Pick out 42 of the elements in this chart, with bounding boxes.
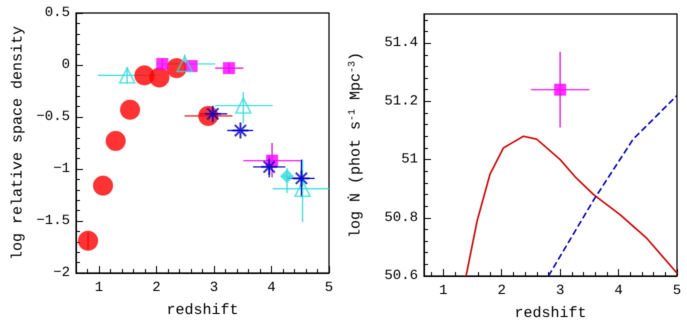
line-series <box>548 94 678 277</box>
y-tick-label: 51.2 <box>384 93 418 110</box>
point <box>118 67 136 84</box>
point <box>222 62 235 74</box>
point <box>204 104 222 123</box>
y-tick-label: 51.4 <box>384 35 418 52</box>
x-axis-title: redshift <box>166 302 239 319</box>
y-tick-label: −1.5 <box>36 213 70 229</box>
x-tick-label: 2 <box>498 283 506 299</box>
x-tick-label: 3 <box>556 283 564 299</box>
y-tick-label: −1 <box>53 161 70 177</box>
point <box>260 158 278 176</box>
point <box>106 130 126 151</box>
y-axis-title: log Ṅ (phot s-1 Mpc-3) <box>348 52 364 238</box>
x-tick-label: 1 <box>439 283 448 299</box>
line-series <box>465 135 678 277</box>
x-tick-label: 5 <box>672 283 682 299</box>
y-tick-label: −2 <box>53 265 70 281</box>
point <box>280 169 294 184</box>
y-tick-label: −0.5 <box>36 109 70 125</box>
point <box>93 176 114 196</box>
x-tick-label: 4 <box>614 283 623 299</box>
point <box>120 100 140 120</box>
y-tick-label: 0 <box>62 57 70 73</box>
x-axis-title: redshift <box>514 305 587 322</box>
point <box>231 122 250 140</box>
point <box>235 97 252 114</box>
point <box>156 58 168 70</box>
y-tick-label: 0.5 <box>44 5 70 21</box>
y-axis-title: log relative space density <box>9 26 26 260</box>
point <box>294 180 311 198</box>
point <box>78 230 98 251</box>
x-tick-label: 1 <box>94 280 104 296</box>
point <box>292 169 310 188</box>
x-tick-label: 3 <box>210 280 218 296</box>
y-tick-label: 51 <box>401 152 418 168</box>
x-tick-label: 2 <box>152 280 161 296</box>
x-tick-label: 5 <box>324 280 334 296</box>
y-tick-label: 50.8 <box>384 210 418 226</box>
x-tick-label: 4 <box>267 280 276 296</box>
y-tick-label: 50.6 <box>384 268 418 284</box>
point <box>149 67 170 88</box>
